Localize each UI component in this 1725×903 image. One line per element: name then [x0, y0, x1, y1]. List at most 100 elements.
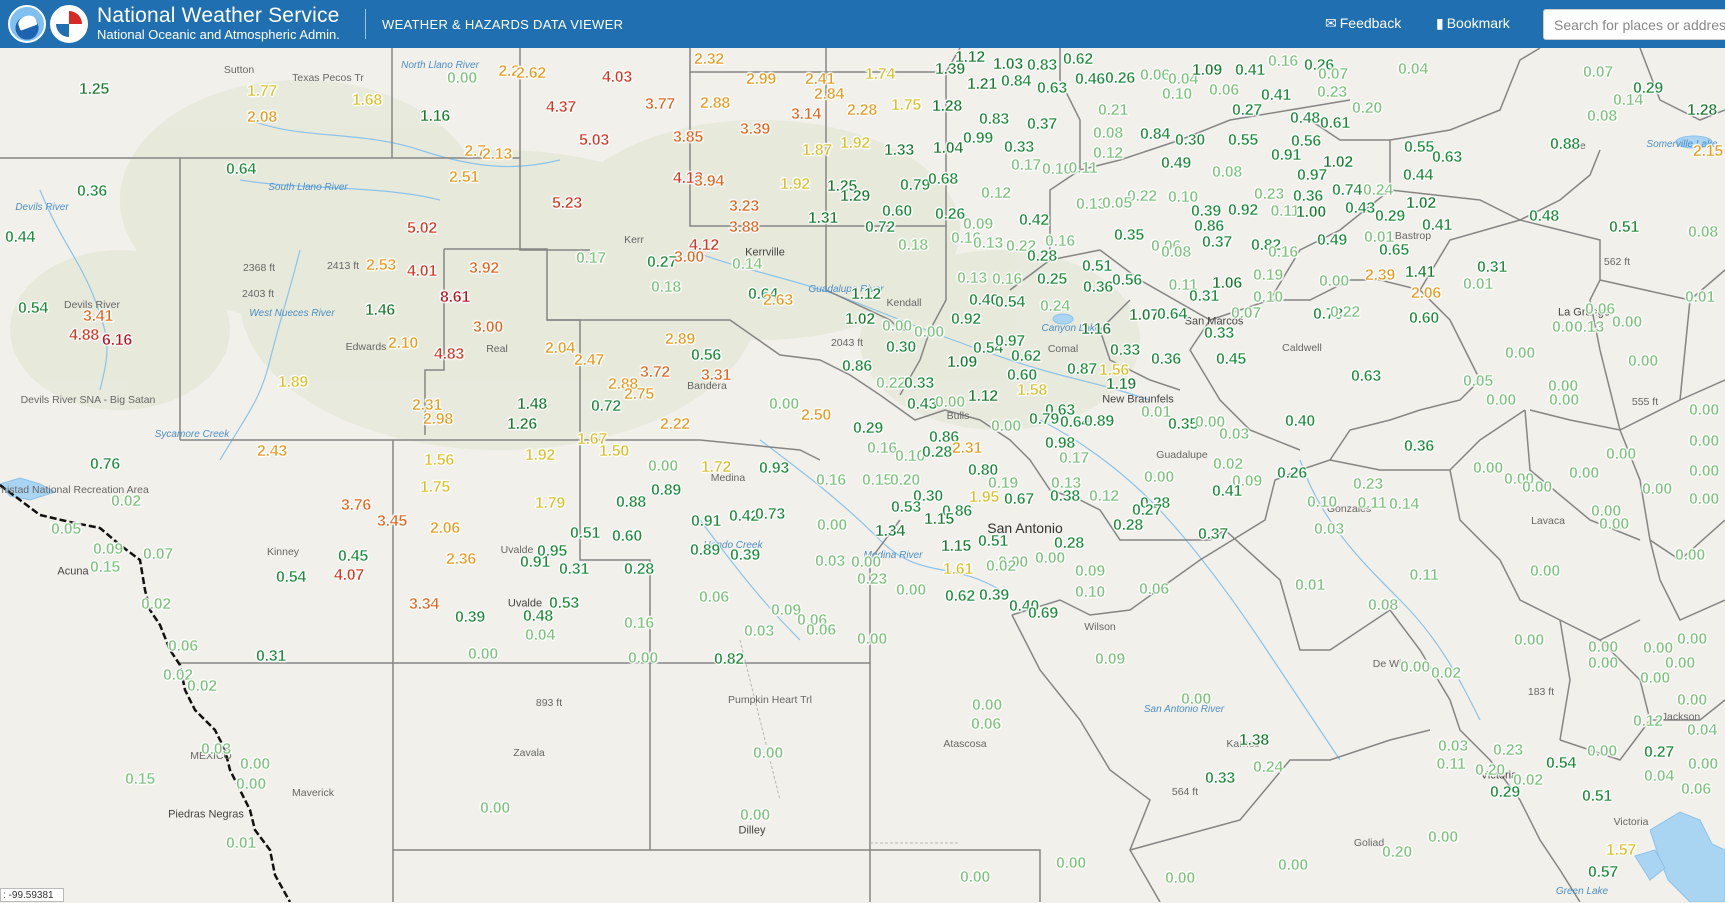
precip-value[interactable]: 2.22	[660, 416, 691, 433]
precip-value[interactable]: 0.14	[732, 256, 763, 273]
precip-value[interactable]: 0.92	[1228, 202, 1259, 219]
precip-value[interactable]: 0.86	[942, 503, 973, 520]
precip-value[interactable]: 0.09	[963, 216, 994, 233]
precip-value[interactable]: 0.20	[1352, 100, 1383, 117]
precip-value[interactable]: 0.84	[1140, 126, 1171, 143]
precip-value[interactable]: 0.06	[1681, 781, 1712, 798]
precip-value[interactable]: 0.00	[1606, 446, 1637, 463]
precip-value[interactable]: 0.00	[1677, 692, 1708, 709]
precip-value[interactable]: 4.07	[334, 567, 365, 584]
precip-value[interactable]: 0.00	[1688, 756, 1719, 773]
precip-value[interactable]: 0.00	[1569, 465, 1600, 482]
precip-value[interactable]: 0.48	[1290, 110, 1321, 127]
precip-value[interactable]: 0.00	[1195, 414, 1226, 431]
precip-value[interactable]: 0.89	[690, 542, 721, 559]
precip-value[interactable]: 0.11	[1270, 203, 1300, 220]
precip-value[interactable]: 0.39	[730, 547, 761, 564]
precip-value[interactable]: 0.00	[1514, 632, 1545, 649]
precip-value[interactable]: 3.85	[673, 129, 704, 146]
precip-value[interactable]: 0.19	[1253, 267, 1284, 284]
precip-value[interactable]: 0.73	[755, 506, 786, 523]
precip-value[interactable]: 0.48	[1529, 208, 1560, 225]
precip-value[interactable]: 0.08	[1368, 597, 1399, 614]
precip-value[interactable]: 0.29	[853, 420, 884, 437]
precip-value[interactable]: 4.03	[602, 69, 633, 86]
precip-value[interactable]: 0.26	[935, 206, 966, 223]
precip-value[interactable]: 0.00	[1505, 345, 1536, 362]
precip-value[interactable]: 0.39	[1191, 203, 1222, 220]
precip-value[interactable]: 0.28	[1140, 495, 1171, 512]
precip-value[interactable]: 0.12	[1089, 488, 1120, 505]
precip-value[interactable]: 0.10	[1162, 86, 1193, 103]
precip-value[interactable]: 0.00	[1588, 639, 1619, 656]
precip-value[interactable]: 0.00	[1486, 392, 1517, 409]
precip-value[interactable]: 0.00	[468, 646, 499, 663]
precip-value[interactable]: 3.31	[701, 367, 732, 384]
precip-value[interactable]: 0.56	[1112, 272, 1143, 289]
precip-value[interactable]: 1.79	[535, 495, 566, 512]
precip-value[interactable]: 0.00	[1035, 550, 1066, 567]
precip-value[interactable]: 0.29	[1490, 784, 1521, 801]
precip-value[interactable]: 0.82	[1251, 237, 1282, 254]
precip-value[interactable]: 0.02	[1431, 665, 1462, 682]
precip-value[interactable]: 0.00	[1587, 743, 1618, 760]
precip-value[interactable]: 4.12	[689, 237, 720, 254]
precip-value[interactable]: 0.15	[90, 559, 121, 576]
precip-value[interactable]: 4.01	[407, 263, 438, 280]
precip-value[interactable]: 1.95	[969, 489, 1000, 506]
precip-value[interactable]: 1.09	[1192, 62, 1223, 79]
precip-value[interactable]: 0.06	[1139, 581, 1170, 598]
precip-value[interactable]: 2.2	[498, 63, 520, 80]
precip-value[interactable]: 0.00	[1473, 460, 1504, 477]
precip-value[interactable]: 0.05	[1463, 373, 1494, 390]
precip-value[interactable]: 8.61	[440, 289, 471, 306]
precip-value[interactable]: 0.68	[928, 171, 959, 188]
precip-value[interactable]: 0.06	[1209, 82, 1240, 99]
precip-value[interactable]: 1.04	[933, 140, 964, 157]
precip-value[interactable]: 0.02	[1213, 456, 1244, 473]
precip-value[interactable]: 0.41	[1212, 483, 1243, 500]
precip-value[interactable]: 0.29	[1633, 80, 1664, 97]
precip-value[interactable]: 0.86	[842, 358, 873, 375]
precip-value[interactable]: 0.00	[935, 394, 966, 411]
precip-value[interactable]: 0.13	[1076, 196, 1107, 213]
precip-value[interactable]: 2.53	[366, 257, 397, 274]
precip-value[interactable]: 0.08	[1093, 125, 1124, 142]
precip-value[interactable]: 1.29	[840, 188, 871, 205]
precip-value[interactable]: 0.00	[1665, 655, 1696, 672]
precip-value[interactable]: 1.28	[1687, 102, 1718, 119]
precip-value[interactable]: 3.72	[640, 364, 671, 381]
precip-value[interactable]: 3.94	[694, 173, 725, 190]
precip-value[interactable]: 0.17	[576, 250, 607, 267]
precip-value[interactable]: 0.48	[523, 608, 554, 625]
precip-value[interactable]: 0.06	[1585, 301, 1616, 318]
precip-value[interactable]: 0.04	[525, 627, 556, 644]
precip-value[interactable]: 0.45	[1216, 351, 1247, 368]
precip-value[interactable]: 1.15	[941, 538, 972, 555]
precip-value[interactable]: 0.07	[143, 546, 174, 563]
precip-value[interactable]: 0.02	[163, 667, 194, 684]
precip-value[interactable]: 0.44	[1403, 167, 1434, 184]
precip-value[interactable]: 0.30	[886, 339, 917, 356]
precip-value[interactable]: 0.37	[1027, 116, 1058, 133]
precip-value[interactable]: 4.37	[546, 99, 577, 116]
precip-value[interactable]: 0.00	[1689, 463, 1720, 480]
precip-value[interactable]: 2.39	[1365, 267, 1396, 284]
precip-value[interactable]: 0.33	[1004, 139, 1035, 156]
precip-value[interactable]: 0.02	[986, 558, 1017, 575]
precip-value[interactable]: 1.67	[577, 431, 608, 448]
precip-value[interactable]: 0.06	[1151, 238, 1182, 255]
precip-value[interactable]: 0.91	[1271, 147, 1302, 164]
precip-value[interactable]: 0.00	[817, 517, 848, 534]
precip-value[interactable]: 0.36	[1293, 188, 1324, 205]
precip-value[interactable]: 0.56	[1291, 133, 1322, 150]
precip-value[interactable]: 0.00	[1643, 640, 1674, 657]
precip-value[interactable]: 3.14	[791, 106, 822, 123]
precip-value[interactable]: 0.09	[771, 602, 802, 619]
precip-value[interactable]: 0.93	[759, 460, 790, 477]
precip-value[interactable]: 1.68	[352, 92, 383, 109]
precip-value[interactable]: 0.46	[1075, 71, 1106, 88]
precip-value[interactable]: 0.00	[1642, 481, 1673, 498]
precip-value[interactable]: 0.97	[1297, 167, 1328, 184]
precip-value[interactable]: 0.53	[549, 595, 580, 612]
